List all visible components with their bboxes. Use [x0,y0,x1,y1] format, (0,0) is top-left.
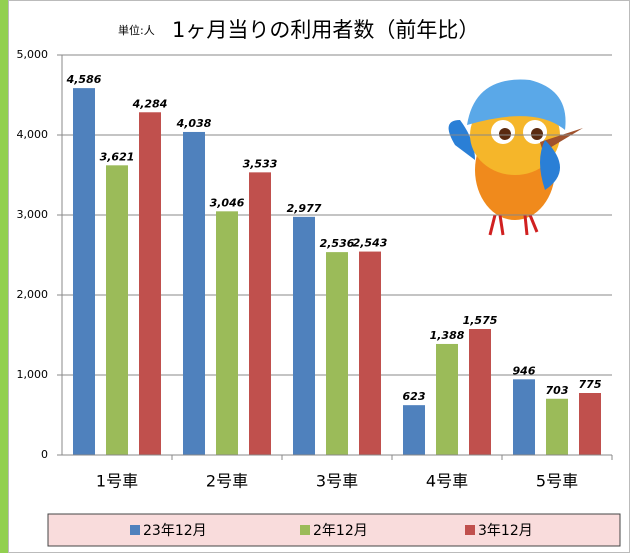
bar [249,172,271,455]
value-label: 946 [513,364,536,377]
value-label: 2,536 [320,237,355,250]
bar [183,132,205,455]
value-label: 4,038 [176,117,212,130]
bar [73,88,95,455]
x-tick-label: 2号車 [206,472,248,491]
value-label: 2,543 [353,237,388,250]
bar [106,165,128,455]
x-tick-label: 4号車 [426,472,468,491]
value-label: 3,621 [100,150,135,163]
unit-label: 単位:人 [118,23,155,37]
side-strip [0,0,8,553]
x-tick-label: 3号車 [316,472,358,491]
bar [546,399,568,455]
legend-label: 3年12月 [478,523,533,539]
y-tick-label: 1,000 [17,368,49,381]
value-label: 1,388 [430,329,465,342]
x-tick-label: 1号車 [96,472,138,491]
value-label: 4,284 [132,97,168,110]
bar [579,393,601,455]
y-tick-label: 0 [41,448,48,461]
bar [216,211,238,455]
bar [326,252,348,455]
value-label: 3,533 [243,157,278,170]
bar [293,217,315,455]
value-label: 703 [546,384,569,397]
value-label: 775 [579,378,602,391]
y-tick-label: 5,000 [17,48,49,61]
legend-swatch [465,525,475,535]
bar [436,344,458,455]
legend-label: 2年12月 [313,523,368,539]
value-label: 623 [403,390,426,403]
bar [139,112,161,455]
x-tick-label: 5号車 [536,472,578,491]
chart-title: 1ヶ月当りの利用者数（前年比） [172,18,479,42]
chart: 単位:人 1ヶ月当りの利用者数（前年比） 0 1,000 2,000 3,000 4,0… [0,0,630,553]
bar [403,405,425,455]
y-tick-label: 2,000 [17,288,49,301]
value-label: 3,046 [210,196,245,209]
bar [513,379,535,455]
y-tick-label: 4,000 [17,128,49,141]
y-tick-label: 3,000 [17,208,49,221]
value-label: 2,977 [287,202,322,215]
bar [469,329,491,455]
value-label: 4,586 [66,73,102,86]
legend-label: 23年12月 [143,523,207,539]
legend-swatch [130,525,140,535]
bar [359,252,381,455]
legend-swatch [300,525,310,535]
value-label: 1,575 [463,314,498,327]
